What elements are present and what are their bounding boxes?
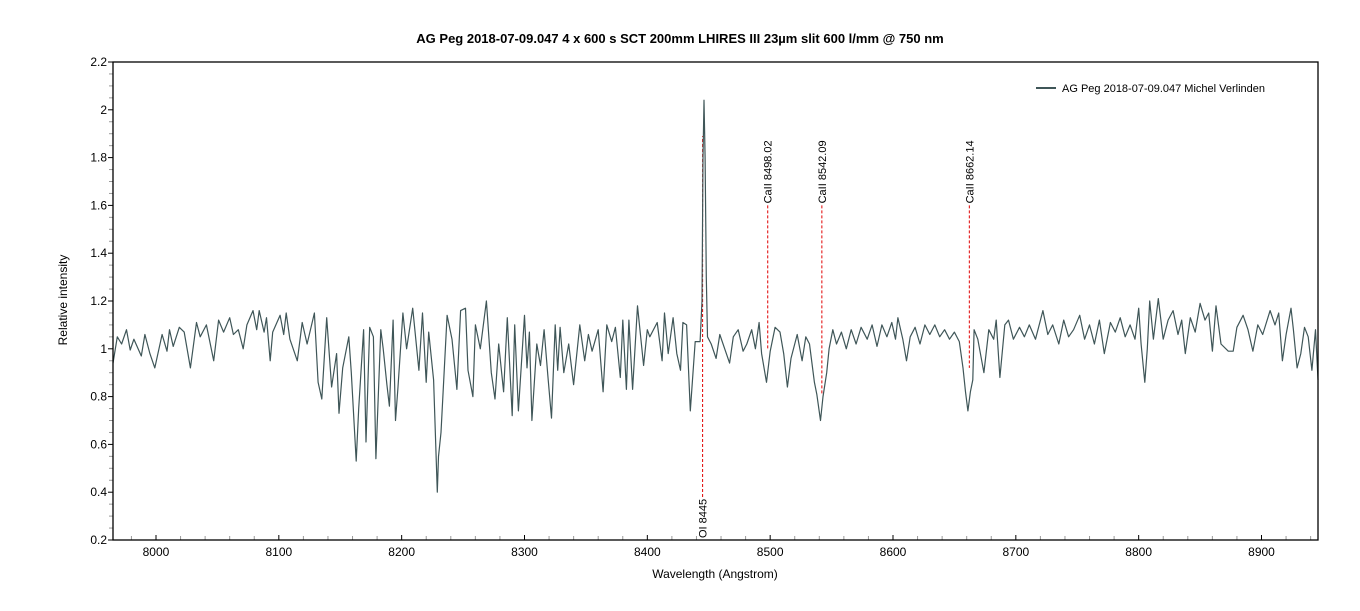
y-tick-label: 1.8 — [90, 151, 107, 165]
y-axis-title: Relative intensity — [56, 255, 70, 346]
x-tick-label: 8200 — [388, 545, 415, 559]
y-tick-label: 2 — [100, 103, 107, 117]
spectrum-line — [112, 99, 1319, 493]
annotation-label: CaII 8498.02 — [763, 140, 775, 203]
y-tick-label: 1.4 — [90, 246, 107, 260]
plot-frame — [112, 61, 1319, 541]
x-axis-title: Wavelength (Angstrom) — [652, 567, 778, 581]
annotation-label: OI 8445 — [698, 499, 710, 538]
x-tick-label: 8600 — [880, 545, 907, 559]
line-annotations: OI 8445 CaII 8498.02 CaII 8542.09 CaII 8662… — [698, 136, 976, 538]
x-tick-label: 8400 — [634, 545, 661, 559]
x-tick-label: 8100 — [265, 545, 292, 559]
y-tick-label: 0.2 — [90, 533, 107, 547]
x-tick-label: 8300 — [511, 545, 538, 559]
x-tick-label: 8700 — [1002, 545, 1029, 559]
y-tick-label: 0.4 — [90, 485, 107, 499]
legend: AG Peg 2018-07-09.047 Michel Verlinden — [1036, 83, 1265, 95]
annotation-label: CaII 8542.09 — [817, 140, 829, 203]
y-tick-label: 0.6 — [90, 437, 107, 451]
y-tick-label: 1 — [100, 342, 107, 356]
x-tick-label: 8000 — [143, 545, 170, 559]
axis-ticks: 8000 8100 8200 8300 8400 8500 8600 8700 8800 8900… — [90, 55, 1312, 559]
legend-label: AG Peg 2018-07-09.047 Michel Verlinden — [1062, 83, 1265, 95]
x-tick-label: 8900 — [1248, 545, 1275, 559]
y-tick-label: 0.8 — [90, 390, 107, 404]
y-tick-label: 1.6 — [90, 198, 107, 212]
x-tick-label: 8500 — [757, 545, 784, 559]
chart-title: AG Peg 2018-07-09.047 4 x 600 s SCT 200m… — [416, 31, 943, 46]
annotation-label: CaII 8662.14 — [964, 140, 976, 203]
y-tick-label: 1.2 — [90, 294, 107, 308]
x-tick-label: 8800 — [1125, 545, 1152, 559]
y-tick-label: 2.2 — [90, 55, 107, 69]
